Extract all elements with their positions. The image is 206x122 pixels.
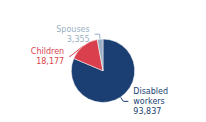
svg-text:workers: workers	[133, 97, 164, 106]
svg-text:3,355: 3,355	[67, 35, 90, 44]
svg-text:93,837: 93,837	[133, 107, 161, 116]
svg-text:Children: Children	[31, 47, 64, 56]
svg-text:Spouses: Spouses	[56, 25, 89, 34]
svg-text:18,177: 18,177	[36, 57, 64, 66]
svg-text:Disabled: Disabled	[133, 87, 170, 96]
